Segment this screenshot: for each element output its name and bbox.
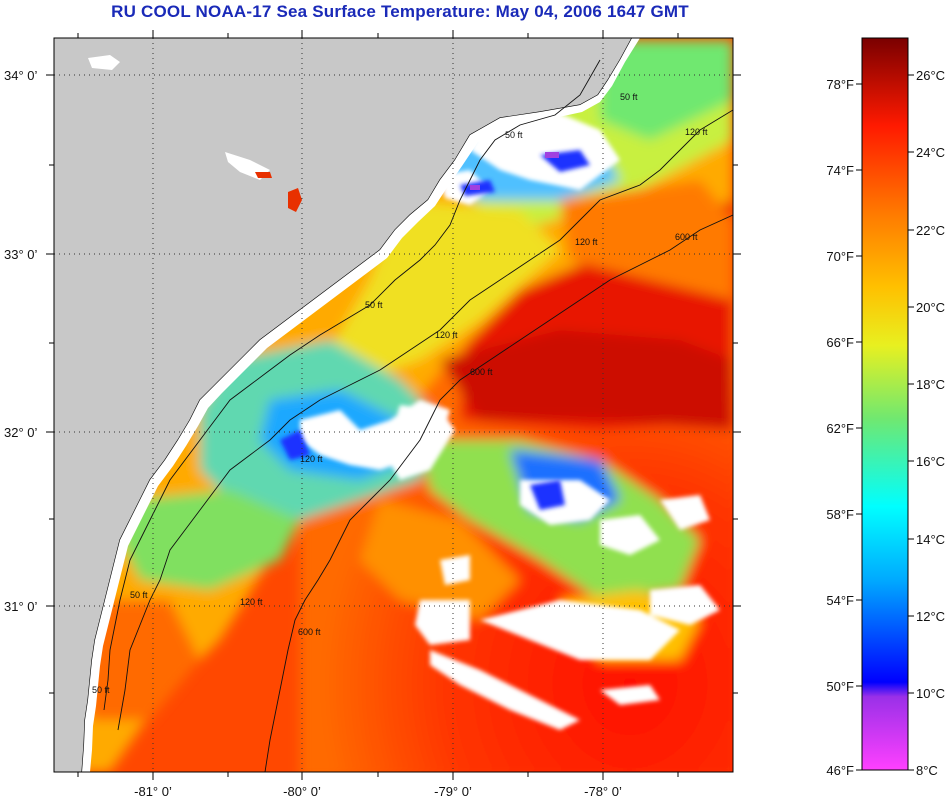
svg-text:70°F: 70°F	[826, 249, 854, 264]
lat-label-34: 34° 0’	[4, 68, 38, 83]
svg-text:12°C: 12°C	[916, 609, 945, 624]
svg-text:20°C: 20°C	[916, 300, 945, 315]
lon-label-81: -81° 0’	[134, 784, 172, 799]
svg-text:8°C: 8°C	[916, 763, 938, 778]
svg-text:600 ft: 600 ft	[298, 627, 321, 637]
colorbar: 78°F 74°F 70°F 66°F 62°F 58°F 54°F 50°F …	[826, 37, 945, 778]
svg-text:66°F: 66°F	[826, 335, 854, 350]
svg-text:120 ft: 120 ft	[300, 454, 323, 464]
svg-text:10°C: 10°C	[916, 686, 945, 701]
svg-text:50°F: 50°F	[826, 679, 854, 694]
svg-text:78°F: 78°F	[826, 77, 854, 92]
sst-map-area: 50 ft 50 ft 50 ft 50 ft 50 ft 120 ft 120…	[54, 38, 733, 772]
colorbar-fahrenheit-labels: 78°F 74°F 70°F 66°F 62°F 58°F 54°F 50°F …	[826, 77, 854, 778]
svg-text:14°C: 14°C	[916, 532, 945, 547]
lat-label-32: 32° 0’	[4, 425, 38, 440]
svg-text:120 ft: 120 ft	[435, 330, 458, 340]
svg-text:62°F: 62°F	[826, 421, 854, 436]
lat-label-31: 31° 0’	[4, 599, 38, 614]
svg-text:600 ft: 600 ft	[470, 367, 493, 377]
svg-text:18°C: 18°C	[916, 377, 945, 392]
graticule	[54, 38, 733, 772]
lon-label-79: -79° 0’	[434, 784, 472, 799]
map-title: RU COOL NOAA-17 Sea Surface Temperature:…	[111, 2, 689, 21]
inland-warm-water	[288, 188, 302, 212]
svg-text:58°F: 58°F	[826, 507, 854, 522]
axis-ticks	[46, 30, 741, 780]
svg-text:600 ft: 600 ft	[675, 232, 698, 242]
svg-text:74°F: 74°F	[826, 163, 854, 178]
svg-text:120 ft: 120 ft	[685, 127, 708, 137]
svg-text:50 ft: 50 ft	[620, 92, 638, 102]
contour-labels: 50 ft 50 ft 50 ft 50 ft 50 ft 120 ft 120…	[92, 92, 708, 695]
svg-text:16°C: 16°C	[916, 454, 945, 469]
svg-text:120 ft: 120 ft	[240, 597, 263, 607]
map-frame	[53, 37, 734, 773]
svg-text:26°C: 26°C	[916, 68, 945, 83]
lon-label-80: -80° 0’	[283, 784, 321, 799]
lon-label-78: -78° 0’	[584, 784, 622, 799]
svg-text:22°C: 22°C	[916, 223, 945, 238]
svg-text:50 ft: 50 ft	[92, 685, 110, 695]
svg-text:46°F: 46°F	[826, 763, 854, 778]
land-mass	[54, 38, 632, 772]
colorbar-gradient	[861, 37, 909, 771]
svg-text:50 ft: 50 ft	[365, 300, 383, 310]
svg-text:24°C: 24°C	[916, 145, 945, 160]
lat-label-33: 33° 0’	[4, 247, 38, 262]
svg-text:50 ft: 50 ft	[130, 590, 148, 600]
violet-patches	[470, 152, 559, 190]
colorbar-celsius-labels: 26°C 24°C 22°C 20°C 18°C 16°C 14°C 12°C …	[916, 68, 945, 778]
svg-text:120 ft: 120 ft	[575, 237, 598, 247]
latitude-labels: 34° 0’ 33° 0’ 32° 0’ 31° 0’	[4, 68, 38, 614]
bathymetry-contours	[103, 59, 733, 772]
svg-text:54°F: 54°F	[826, 593, 854, 608]
longitude-labels: -81° 0’ -80° 0’ -79° 0’ -78° 0’	[134, 784, 622, 799]
svg-text:50 ft: 50 ft	[505, 130, 523, 140]
